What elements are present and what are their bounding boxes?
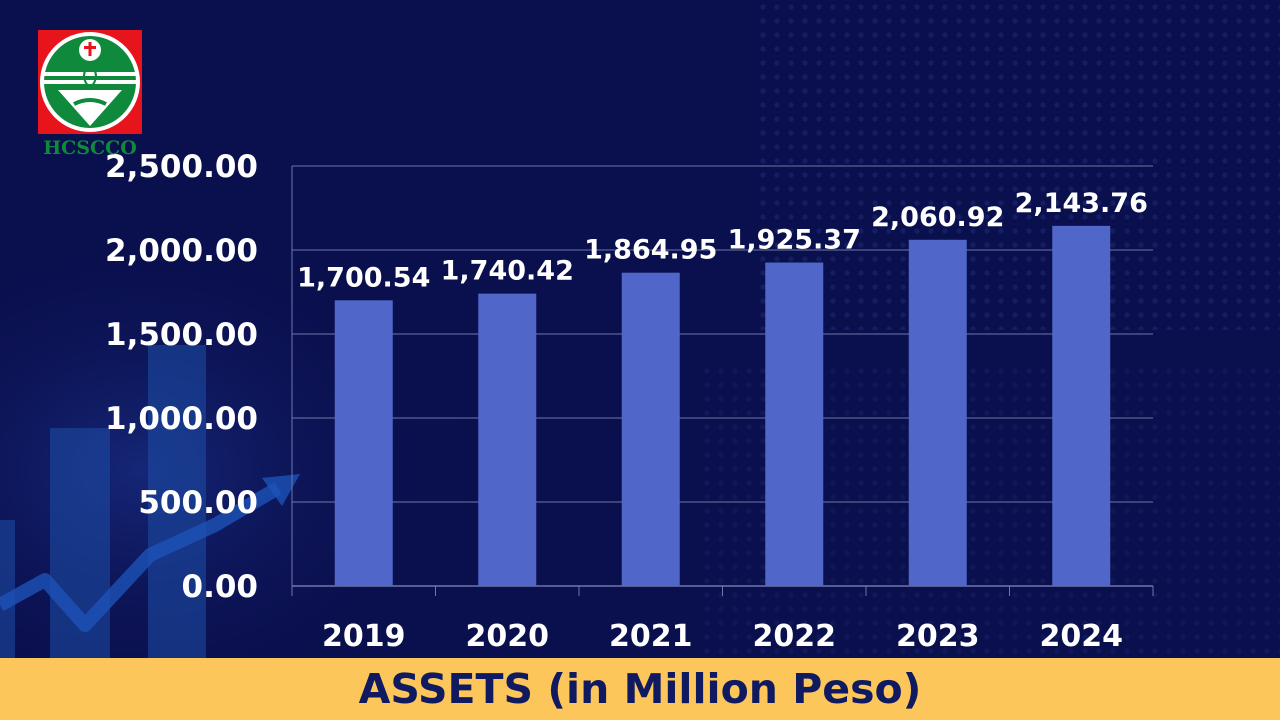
bg-arrow: [0, 481, 282, 632]
y-tick-label: 0.00: [182, 569, 259, 605]
bar-2023: [908, 239, 967, 586]
bg-arrow-head: [262, 474, 300, 506]
x-tick-label-2019: 2019: [322, 619, 406, 654]
bar-2024: [1052, 225, 1111, 586]
bars: [334, 225, 1111, 586]
data-label-2024: 2,143.76: [1015, 188, 1148, 219]
data-label-2022: 1,925.37: [728, 225, 861, 256]
y-axis-ticks: 0.00 500.00 1,000.00 1,500.00 2,000.00 2,500.…: [105, 149, 258, 605]
bar-2019: [334, 300, 393, 586]
chart-title: ASSETS (in Million Peso): [358, 665, 922, 713]
data-label-2020: 1,740.42: [441, 256, 574, 287]
data-label-2021: 1,864.95: [584, 235, 717, 266]
bar-2022: [765, 262, 824, 586]
data-label-2019: 1,700.54: [297, 262, 430, 293]
x-tick-label-2022: 2022: [753, 619, 837, 654]
x-tick-label-2023: 2023: [896, 619, 980, 654]
bar-2020: [478, 293, 537, 586]
bg-bar-1: [0, 520, 15, 660]
hcscco-logo: HCSCCO: [38, 30, 142, 156]
data-label-2023: 2,060.92: [871, 202, 1004, 233]
bg-bar-3: [148, 345, 206, 660]
x-tick-label-2020: 2020: [466, 619, 550, 654]
y-tick-label: 1,000.00: [105, 401, 258, 437]
bar-2021: [621, 272, 680, 586]
x-axis-ticks: 2019 2020 2021 2022 2023 2024: [322, 619, 1123, 654]
title-banner: ASSETS (in Million Peso): [0, 658, 1280, 720]
gridlines: [291, 165, 1154, 596]
y-tick-label: 2,500.00: [105, 149, 258, 185]
logo-text: HCSCCO: [43, 137, 137, 156]
x-tick-label-2021: 2021: [609, 619, 693, 654]
y-tick-label: 1,500.00: [105, 317, 258, 353]
y-tick-label: 500.00: [138, 485, 258, 521]
y-tick-label: 2,000.00: [105, 233, 258, 269]
x-tick-label-2024: 2024: [1040, 619, 1124, 654]
bar-chart: 1,700.54 1,740.42 1,864.95 1,925.37 2,060.92…: [105, 149, 1154, 654]
data-labels: 1,700.54 1,740.42 1,864.95 1,925.37 2,060.92…: [297, 188, 1148, 293]
